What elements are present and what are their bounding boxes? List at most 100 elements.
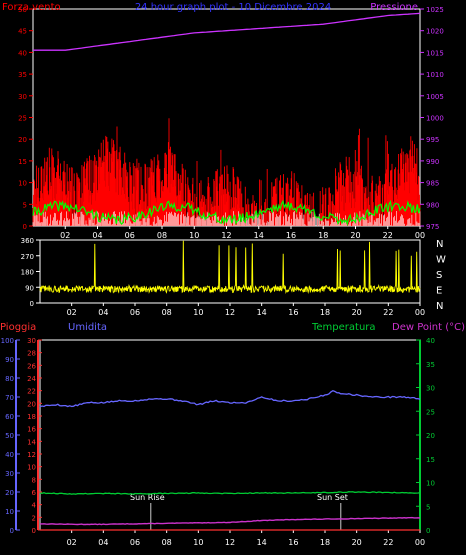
wind-x-tick-label: 08 <box>157 231 167 240</box>
wind-tick-label: 35 <box>18 71 27 79</box>
compass-label: W <box>436 255 446 266</box>
temperature-tick-label: 15 <box>426 456 435 464</box>
wind-tick-label: 50 <box>18 6 27 14</box>
wind-tick-label: 25 <box>18 115 27 123</box>
wind-x-tick-label: 16 <box>286 231 296 240</box>
direction-x-tick-label: 02 <box>67 308 77 317</box>
temperature-tick-label: 5 <box>426 503 430 511</box>
temperature-axis-label: Temperatura <box>311 322 376 333</box>
humidity-x-tick-label: 02 <box>67 538 77 547</box>
pressure-tick-label: 1000 <box>426 115 444 123</box>
wind-tick-label: 15 <box>18 158 27 166</box>
wind-tick-label: 45 <box>18 28 27 36</box>
dewpoint-line <box>40 516 421 526</box>
humidity-x-tick-label: 08 <box>162 538 172 547</box>
humidity-tick-label: 30 <box>5 470 14 478</box>
humidity-axis-label: Umidita <box>68 322 107 333</box>
wind-x-tick-label: 20 <box>350 231 360 240</box>
humidity-x-tick-label: 16 <box>288 538 298 547</box>
humidity-tick-label: 0 <box>10 527 14 535</box>
rain-tick-label: 6 <box>32 489 37 497</box>
direction-x-tick-label: 14 <box>257 308 267 317</box>
rain-tick-label: 20 <box>27 400 36 408</box>
pressure-tick-label: 990 <box>426 158 439 166</box>
wind-x-tick-label: 06 <box>125 231 135 240</box>
direction-panel-frame <box>39 239 421 304</box>
humidity-tick-label: 10 <box>5 508 14 516</box>
compass-label: S <box>436 270 442 281</box>
pressure-tick-label: 1025 <box>426 6 444 14</box>
direction-x-tick-label: 08 <box>162 308 172 317</box>
humidity-x-tick-label: 18 <box>320 538 330 547</box>
temperature-tick-label: 35 <box>426 361 435 369</box>
wind-tick-label: 5 <box>23 201 27 209</box>
pressure-tick-label: 1005 <box>426 93 444 101</box>
humidity-x-tick-label: 20 <box>352 538 362 547</box>
direction-x-tick-label: 16 <box>288 308 298 317</box>
direction-x-tick-label: 04 <box>98 308 108 317</box>
wind-tick-label: 0 <box>23 223 27 231</box>
rain-tick-label: 0 <box>32 527 36 535</box>
rain-tick-label: 4 <box>32 502 37 510</box>
humidity-tick-label: 20 <box>5 489 14 497</box>
wind-axis-label: Forza vento <box>2 2 61 13</box>
sunset-label: Sun Set <box>317 493 348 502</box>
rain-tick-label: 10 <box>27 464 36 472</box>
pressure-tick-label: 1020 <box>426 28 444 36</box>
humidity-x-tick-label: 06 <box>130 538 140 547</box>
humidity-x-tick-label: 12 <box>225 538 235 547</box>
pressure-tick-label: 985 <box>426 180 439 188</box>
direction-x-tick-label: 00 <box>415 308 425 317</box>
direction-tick-label: 270 <box>21 253 34 261</box>
direction-x-tick-label: 18 <box>320 308 330 317</box>
rain-tick-label: 16 <box>27 426 36 434</box>
wind-tick-label: 40 <box>18 49 27 57</box>
humidity-tick-label: 100 <box>1 337 14 345</box>
humidity-tick-label: 90 <box>5 356 14 364</box>
wind-x-tick-label: 14 <box>254 231 264 240</box>
humidity-tick-label: 80 <box>5 375 14 383</box>
direction-tick-label: 0 <box>30 300 34 308</box>
rain-tick-label: 22 <box>27 388 36 396</box>
temperature-tick-label: 20 <box>426 432 435 440</box>
wind-x-tick-label: 02 <box>60 231 70 240</box>
compass-label: N <box>436 239 443 250</box>
wind-gust-trace <box>32 118 421 226</box>
temperature-line <box>39 491 421 495</box>
chart-marks: 0510152025303540455097598098599099510001… <box>1 6 446 547</box>
rain-tick-label: 8 <box>32 476 36 484</box>
rain-tick-label: 18 <box>27 413 36 421</box>
humidity-tick-label: 50 <box>5 432 14 440</box>
direction-tick-label: 90 <box>25 284 34 292</box>
temperature-tick-label: 30 <box>426 385 435 393</box>
humidity-tick-label: 40 <box>5 451 14 459</box>
pressure-tick-label: 1010 <box>426 71 444 79</box>
pressure-tick-label: 980 <box>426 201 439 209</box>
direction-tick-label: 360 <box>21 237 34 245</box>
humidity-line <box>39 389 421 408</box>
rain-tick-label: 30 <box>27 337 36 345</box>
direction-x-tick-label: 06 <box>130 308 140 317</box>
humidity-x-tick-label: 22 <box>383 538 393 547</box>
wind-x-tick-label: 00 <box>415 231 425 240</box>
pressure-tick-label: 975 <box>426 223 439 231</box>
humidity-x-tick-label: 14 <box>257 538 267 547</box>
compass-label: E <box>436 286 442 297</box>
humidity-tick-label: 60 <box>5 413 14 421</box>
wind-tick-label: 20 <box>18 136 27 144</box>
dewpoint-axis-label: Dew Point (°C) <box>392 322 465 333</box>
wind-tick-label: 30 <box>18 93 27 101</box>
wind-calm-trace <box>32 211 421 226</box>
wind-tick-label: 10 <box>18 180 27 188</box>
rain-tick-label: 12 <box>27 451 36 459</box>
chart-title: 24 hour graph plot - 10 Dicembre 2024 <box>135 2 331 13</box>
temperature-tick-label: 25 <box>426 408 435 416</box>
wind-x-tick-label: 10 <box>189 231 199 240</box>
wind-x-tick-label: 04 <box>92 231 102 240</box>
humidity-tick-label: 70 <box>5 394 14 402</box>
humidity-x-tick-label: 04 <box>98 538 108 547</box>
temperature-tick-label: 10 <box>426 480 435 488</box>
rain-tick-label: 24 <box>27 375 36 383</box>
direction-x-tick-label: 20 <box>352 308 362 317</box>
